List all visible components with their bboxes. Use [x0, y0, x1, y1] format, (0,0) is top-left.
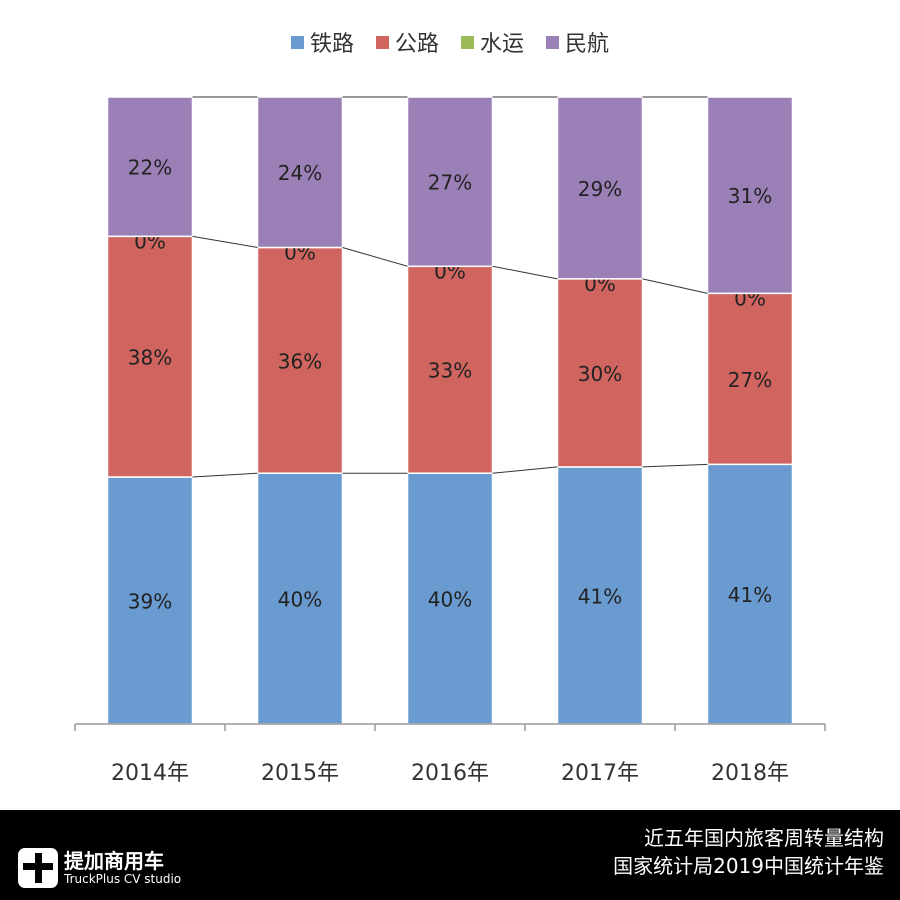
legend-swatch: [290, 35, 304, 49]
legend: 铁路 公路 水运 民航: [0, 26, 900, 58]
series-line: [342, 246, 408, 267]
legend-label: 公路: [394, 32, 439, 57]
data-label: 39%: [128, 590, 172, 614]
x-tick-label: 2015年: [261, 761, 339, 786]
legend-label: 民航: [565, 32, 610, 57]
data-label: 24%: [278, 161, 322, 185]
data-label: 41%: [578, 584, 622, 608]
data-label: 27%: [428, 171, 472, 195]
series-line: [642, 463, 708, 468]
caption-title: 近五年国内旅客周转量结构: [644, 826, 884, 850]
caption: 近五年国内旅客周转量结构 国家统计局2019中国统计年鉴: [613, 824, 884, 880]
legend-swatch: [375, 35, 389, 49]
x-tick-label: 2014年: [111, 761, 189, 786]
legend-item: 水运: [461, 26, 524, 58]
logo-en: TruckPlus CV studio: [64, 872, 182, 886]
legend-swatch: [546, 35, 560, 49]
bar-segment: [256, 246, 344, 474]
series-line: [642, 278, 708, 294]
logo-cn: 提加商用车: [64, 849, 164, 873]
data-label: 41%: [728, 583, 772, 607]
bar-segment: [406, 265, 494, 474]
bar-segment: [556, 96, 644, 280]
caption-source: 国家统计局2019中国统计年鉴: [613, 854, 884, 878]
logo-icon: [18, 848, 58, 888]
bar-segment: [106, 96, 194, 238]
bar-segment: [706, 292, 794, 466]
data-label: 38%: [128, 346, 172, 370]
bar-segment: [706, 96, 794, 295]
data-label: 40%: [278, 588, 322, 612]
data-label: 29%: [578, 177, 622, 201]
series-line: [192, 235, 258, 248]
data-label: 31%: [728, 184, 772, 208]
legend-item: 公路: [375, 26, 439, 58]
series-line: [192, 472, 258, 478]
footer: 提加商用车 TruckPlus CV studio 近五年国内旅客周转量结构 国…: [0, 810, 900, 900]
data-label: 30%: [578, 362, 622, 386]
x-tick-label: 2018年: [711, 761, 789, 786]
data-label: 33%: [428, 359, 472, 383]
data-label: 27%: [728, 368, 772, 392]
bar-segment: [106, 476, 194, 725]
x-tick-label: 2016年: [411, 761, 489, 786]
bar-segment: [406, 96, 494, 268]
stacked-bar-chart: 39%38%0%22%40%36%0%24%40%33%0%27%41%30%0…: [74, 96, 826, 786]
series-line: [492, 466, 558, 474]
series-line: [492, 265, 558, 280]
data-label: 22%: [128, 156, 172, 180]
logo: 提加商用车 TruckPlus CV studio: [18, 848, 181, 888]
legend-label: 铁路: [309, 32, 354, 57]
legend-item: 铁路: [290, 26, 354, 58]
legend-item: 民航: [546, 26, 609, 58]
data-label: 36%: [278, 349, 322, 373]
bar-segment: [106, 235, 194, 478]
data-label: 40%: [428, 588, 472, 612]
legend-label: 水运: [480, 32, 525, 57]
bar-segment: [556, 466, 644, 725]
bar-segment: [256, 96, 344, 249]
legend-swatch: [461, 35, 474, 49]
bar-segment: [406, 472, 494, 725]
x-tick-label: 2017年: [561, 761, 639, 786]
